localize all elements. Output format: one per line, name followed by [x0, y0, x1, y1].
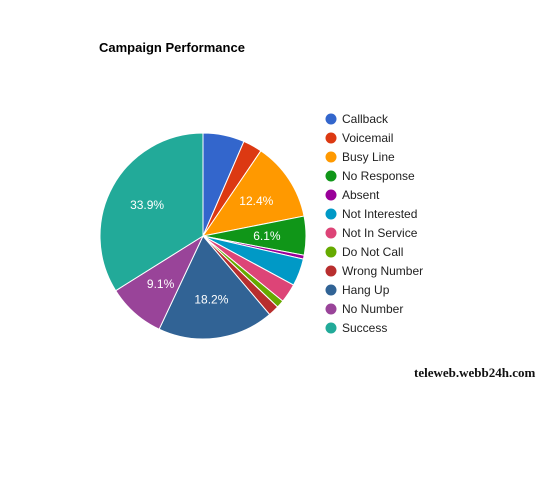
chart-title: Campaign Performance	[99, 40, 245, 55]
legend-item-no-number[interactable]: No Number	[325, 302, 404, 316]
legend-swatch	[325, 113, 337, 125]
legend-swatch	[325, 284, 337, 296]
legend-swatch	[325, 208, 337, 220]
legend-item-not-in-service[interactable]: Not In Service	[325, 226, 418, 240]
legend-item-not-interested[interactable]: Not Interested	[325, 207, 418, 221]
pie-slice-hang-up[interactable]	[158, 235, 271, 340]
legend-item-success[interactable]: Success	[325, 321, 388, 335]
legend-item-busy-line[interactable]: Busy Line	[325, 150, 396, 164]
legend-label: Callback	[342, 112, 389, 126]
legend-label: Success	[342, 321, 387, 335]
slice-label-success: 33.9%	[130, 198, 164, 212]
watermark-text: teleweb.webb24h.com	[414, 365, 536, 380]
legend-item-voicemail[interactable]: Voicemail	[325, 131, 394, 145]
legend: Callback Voicemail Busy Line No Response Abs…	[325, 112, 424, 335]
legend-label: Not In Service	[342, 226, 418, 240]
legend-label: Do Not Call	[342, 245, 403, 259]
legend-swatch	[325, 303, 337, 315]
legend-item-absent[interactable]: Absent	[325, 188, 381, 202]
legend-label: Busy Line	[342, 150, 395, 164]
legend-label: Hang Up	[342, 283, 390, 297]
legend-item-no-response[interactable]: No Response	[325, 169, 416, 183]
legend-label: No Response	[342, 169, 415, 183]
legend-label: Absent	[342, 188, 380, 202]
legend-swatch	[325, 227, 337, 239]
legend-item-callback[interactable]: Callback	[325, 112, 390, 126]
legend-item-hang-up[interactable]: Hang Up	[325, 283, 390, 297]
pie-slice-busy-line[interactable]	[201, 150, 305, 237]
slice-label-no-number: 9.1%	[147, 277, 175, 291]
pie-slice-labels: 12.4% 6.1% 18.2% 9.1% 33.9%	[130, 194, 281, 306]
legend-swatch	[325, 170, 337, 182]
legend-swatch	[325, 246, 337, 258]
legend-label: Not Interested	[342, 207, 417, 221]
legend-swatch	[325, 265, 337, 277]
legend-swatch	[325, 151, 337, 163]
legend-swatch	[325, 322, 337, 334]
legend-item-do-not-call[interactable]: Do Not Call	[325, 245, 404, 259]
slice-label-no-response: 6.1%	[253, 229, 281, 243]
legend-swatch	[325, 189, 337, 201]
slice-label-busy-line: 12.4%	[239, 194, 273, 208]
slice-label-hang-up: 18.2%	[194, 292, 228, 306]
pie-slices	[99, 132, 307, 340]
legend-label: No Number	[342, 302, 403, 316]
legend-swatch	[325, 132, 337, 144]
legend-label: Wrong Number	[342, 264, 423, 278]
legend-label: Voicemail	[342, 131, 393, 145]
legend-item-wrong-number[interactable]: Wrong Number	[325, 264, 424, 278]
pie-slice-success[interactable]	[99, 132, 204, 292]
